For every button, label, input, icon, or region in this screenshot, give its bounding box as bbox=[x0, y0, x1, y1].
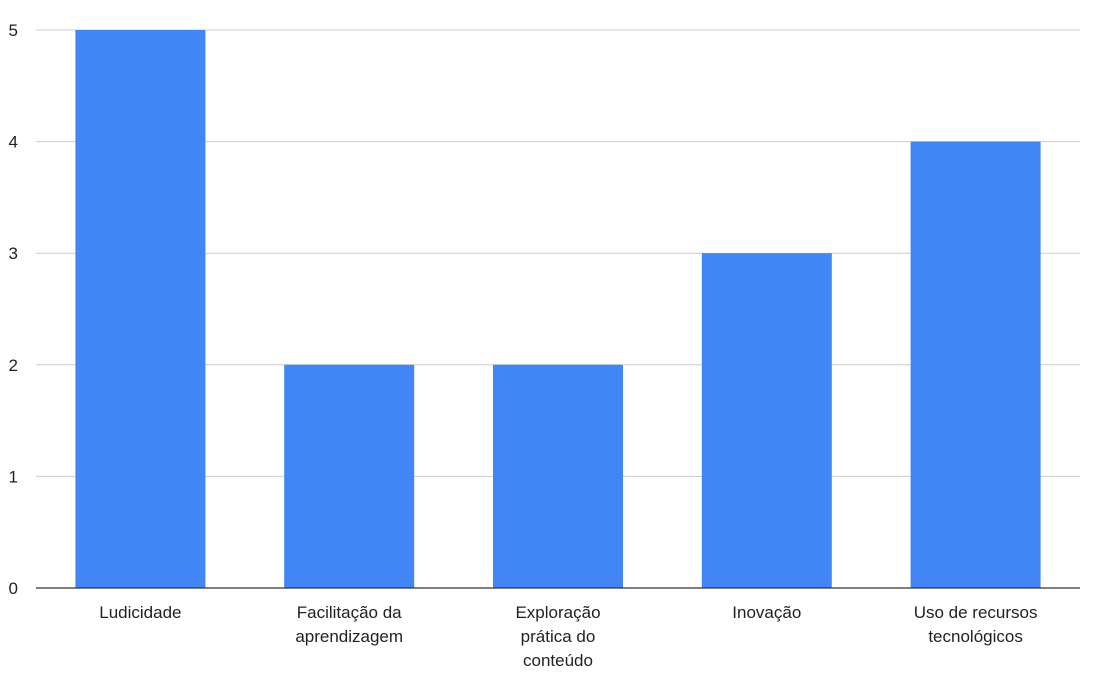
x-tick-label: Facilitação da bbox=[297, 603, 402, 622]
y-tick-label: 3 bbox=[9, 244, 18, 263]
bar bbox=[284, 364, 415, 588]
x-tick-label: aprendizagem bbox=[295, 627, 403, 646]
y-tick-label: 0 bbox=[9, 579, 18, 598]
x-tick-label: Inovação bbox=[732, 603, 801, 622]
bar bbox=[75, 30, 206, 588]
x-tick-label: tecnológicos bbox=[928, 627, 1023, 646]
y-tick-label: 2 bbox=[9, 356, 18, 375]
x-tick-label: Ludicidade bbox=[99, 603, 181, 622]
y-tick-label: 1 bbox=[9, 467, 18, 486]
bar bbox=[910, 141, 1041, 588]
y-tick-label: 5 bbox=[9, 21, 18, 40]
x-tick-label: Exploração bbox=[515, 603, 600, 622]
x-axis-labels: Ludicidade Facilitação da aprendizagem Expl… bbox=[99, 603, 1037, 670]
x-tick-label: conteúdo bbox=[523, 651, 593, 670]
bar bbox=[701, 253, 832, 588]
gridlines bbox=[36, 29, 1080, 477]
bar bbox=[493, 364, 623, 588]
x-tick-label: Uso de recursos bbox=[914, 603, 1038, 622]
x-tick-label: prática do bbox=[521, 627, 596, 646]
y-tick-label: 4 bbox=[9, 133, 18, 152]
bars bbox=[75, 30, 1041, 588]
y-axis-ticks: 0 1 2 3 4 5 bbox=[9, 21, 18, 598]
